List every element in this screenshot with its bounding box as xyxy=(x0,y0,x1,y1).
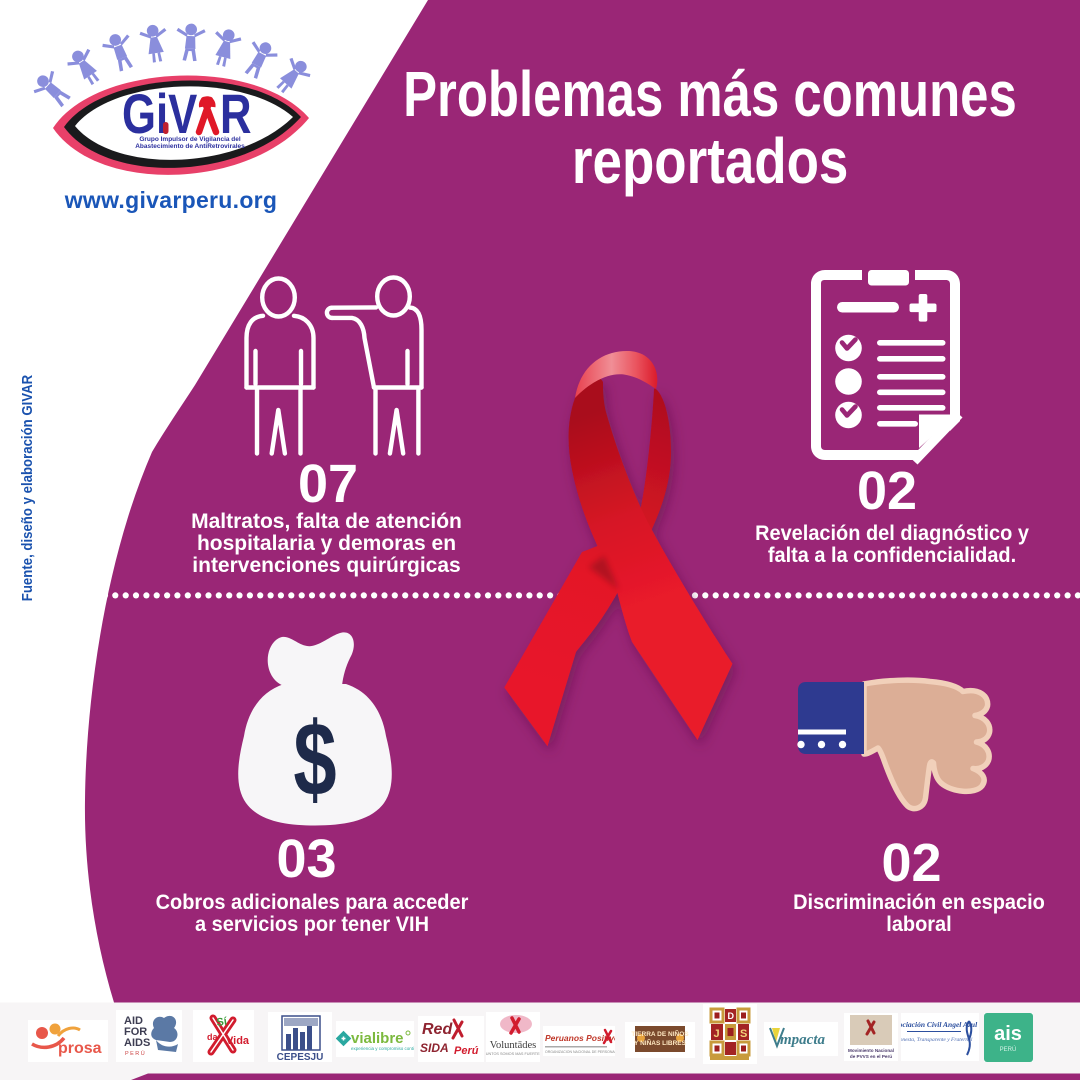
svg-text:Honesta, Transparente y Frater: Honesta, Transparente y Fraternal xyxy=(901,1037,973,1043)
svg-text:JUNTOS SOMOS MAS FUERTES: JUNTOS SOMOS MAS FUERTES xyxy=(486,1052,540,1056)
svg-text:P E R Ú: P E R Ú xyxy=(125,1050,145,1057)
svg-text:vialibre: vialibre xyxy=(351,1030,404,1047)
svg-text:Grupo Impulsor de Vigilancia d: Grupo Impulsor de Vigilancia del xyxy=(139,136,241,143)
svg-text:R: R xyxy=(220,83,252,145)
svg-text:Voluntādes: Voluntādes xyxy=(490,1040,536,1051)
svg-text:PERÚ: PERÚ xyxy=(1000,1046,1017,1053)
svg-text:mpacta: mpacta xyxy=(780,1032,825,1048)
svg-text:$: $ xyxy=(293,700,336,818)
svg-text:da: da xyxy=(207,1032,218,1042)
svg-text:Vida: Vida xyxy=(226,1035,250,1047)
svg-text:GiV: GiV xyxy=(122,83,198,145)
svg-text:Sí: Sí xyxy=(216,1016,229,1029)
svg-text:D: D xyxy=(728,1011,735,1021)
svg-text:SIDA: SIDA xyxy=(420,1041,449,1055)
svg-text:AIDS: AIDS xyxy=(124,1037,150,1049)
svg-text:prosa: prosa xyxy=(58,1040,102,1057)
svg-text:CEPESJU: CEPESJU xyxy=(277,1052,324,1062)
svg-text:ais: ais xyxy=(994,1023,1022,1045)
svg-text:S: S xyxy=(740,1028,747,1040)
svg-text:FOR: FOR xyxy=(124,1026,147,1038)
svg-text:AID: AID xyxy=(124,1015,143,1027)
svg-text:J: J xyxy=(714,1028,720,1040)
svg-text:experiencia y compromiso conti: experiencia y compromiso contigo xyxy=(351,1046,414,1051)
svg-text:Abastecimiento de AntiRetrovir: Abastecimiento de AntiRetrovirales xyxy=(135,143,245,150)
svg-text:Asociación Civil Angel Azul: Asociación Civil Angel Azul xyxy=(901,1020,978,1029)
svg-text:ORGANIZACION NACIONAL DE PERSO: ORGANIZACION NACIONAL DE PERSONAS VIVIEN… xyxy=(545,1050,615,1054)
svg-text:de PVVS en el Perú: de PVVS en el Perú xyxy=(850,1054,892,1059)
svg-text:Y NIÑAS LIBRES: Y NIÑAS LIBRES xyxy=(634,1038,687,1047)
svg-text:Peruanos Positivos: Peruanos Positivos xyxy=(545,1033,615,1043)
svg-text:Movimiento Nacional: Movimiento Nacional xyxy=(848,1048,894,1053)
svg-text:Perú: Perú xyxy=(454,1045,479,1057)
svg-text:Red: Red xyxy=(422,1021,453,1038)
svg-text:TIERRA DE NIÑOS: TIERRA DE NIÑOS xyxy=(631,1029,689,1038)
